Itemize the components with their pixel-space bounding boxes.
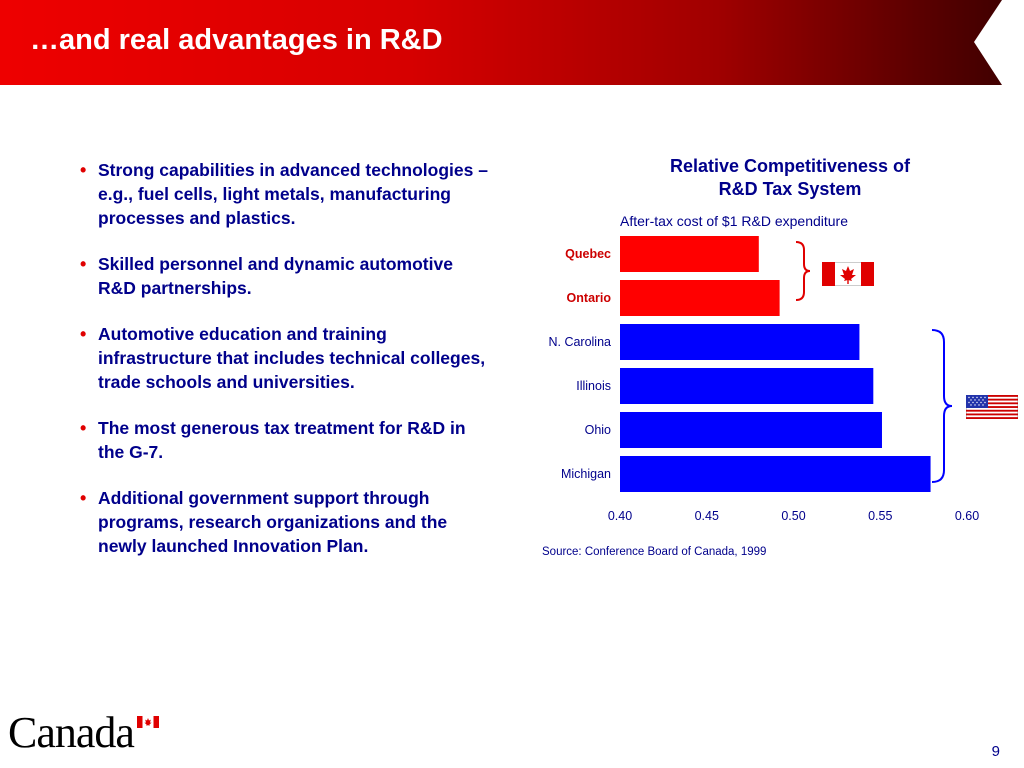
wordmark-flag-icon <box>137 716 159 728</box>
bullet-item: • Skilled personnel and dynamic automotiv… <box>78 252 488 300</box>
bullet-text: Strong capabilities in advanced technolo… <box>98 160 488 228</box>
x-tick-label: 0.40 <box>608 509 632 523</box>
bullet-item: • The most generous tax treatment for R&D… <box>78 416 488 464</box>
category-label: Illinois <box>576 379 611 393</box>
x-tick-label: 0.60 <box>955 509 979 523</box>
category-label: Michigan <box>561 467 611 481</box>
us-flag-icon <box>966 395 1018 419</box>
slide-title: …and real advantages in R&D <box>30 24 443 56</box>
bullet-item: • Automotive education and training infra… <box>78 322 488 394</box>
canada-group-brace <box>795 241 811 301</box>
chart-title: Relative Competitiveness of R&D Tax Syst… <box>620 155 960 201</box>
category-label: Ohio <box>585 423 611 437</box>
bar-michigan <box>620 456 931 492</box>
bullet-text: The most generous tax treatment for R&D … <box>98 418 466 462</box>
category-label: Ontario <box>567 291 612 305</box>
category-label: N. Carolina <box>548 335 611 349</box>
x-tick-label: 0.50 <box>781 509 805 523</box>
bullet-marker: • <box>80 324 87 344</box>
canada-wordmark: Canada <box>8 708 159 758</box>
us-group-brace <box>931 329 953 483</box>
bar-n-carolina <box>620 324 860 360</box>
bullet-text: Automotive education and training infras… <box>98 324 486 392</box>
bar-quebec <box>620 236 759 272</box>
x-tick-label: 0.55 <box>868 509 892 523</box>
bullet-text: Additional government support through pr… <box>98 488 448 556</box>
bullet-text: Skilled personnel and dynamic automotive… <box>98 254 453 298</box>
bar-illinois <box>620 368 874 404</box>
bullet-marker: • <box>80 418 87 438</box>
x-tick-label: 0.45 <box>695 509 719 523</box>
chart-title-line-2: R&D Tax System <box>718 179 862 199</box>
bullet-item: • Additional government support through p… <box>78 486 488 558</box>
bullet-item: • Strong capabilities in advanced technol… <box>78 158 488 230</box>
bullet-list: • Strong capabilities in advanced technol… <box>78 158 488 580</box>
page-number: 9 <box>991 743 1000 760</box>
chart-title-line-1: Relative Competitiveness of <box>669 156 911 176</box>
bullet-marker: • <box>80 488 87 508</box>
bullet-marker: • <box>80 254 87 274</box>
bar-ohio <box>620 412 882 448</box>
banner-notch <box>974 0 1024 85</box>
bar-ontario <box>620 280 780 316</box>
chart-subtitle: After-tax cost of $1 R&D expenditure <box>620 213 848 229</box>
wordmark-text: Canada <box>8 708 135 757</box>
chart-source: Source: Conference Board of Canada, 1999 <box>542 546 767 558</box>
title-banner <box>0 0 1024 85</box>
canada-flag-icon <box>822 262 874 286</box>
category-label: Quebec <box>565 247 611 261</box>
bullet-marker: • <box>80 160 87 180</box>
